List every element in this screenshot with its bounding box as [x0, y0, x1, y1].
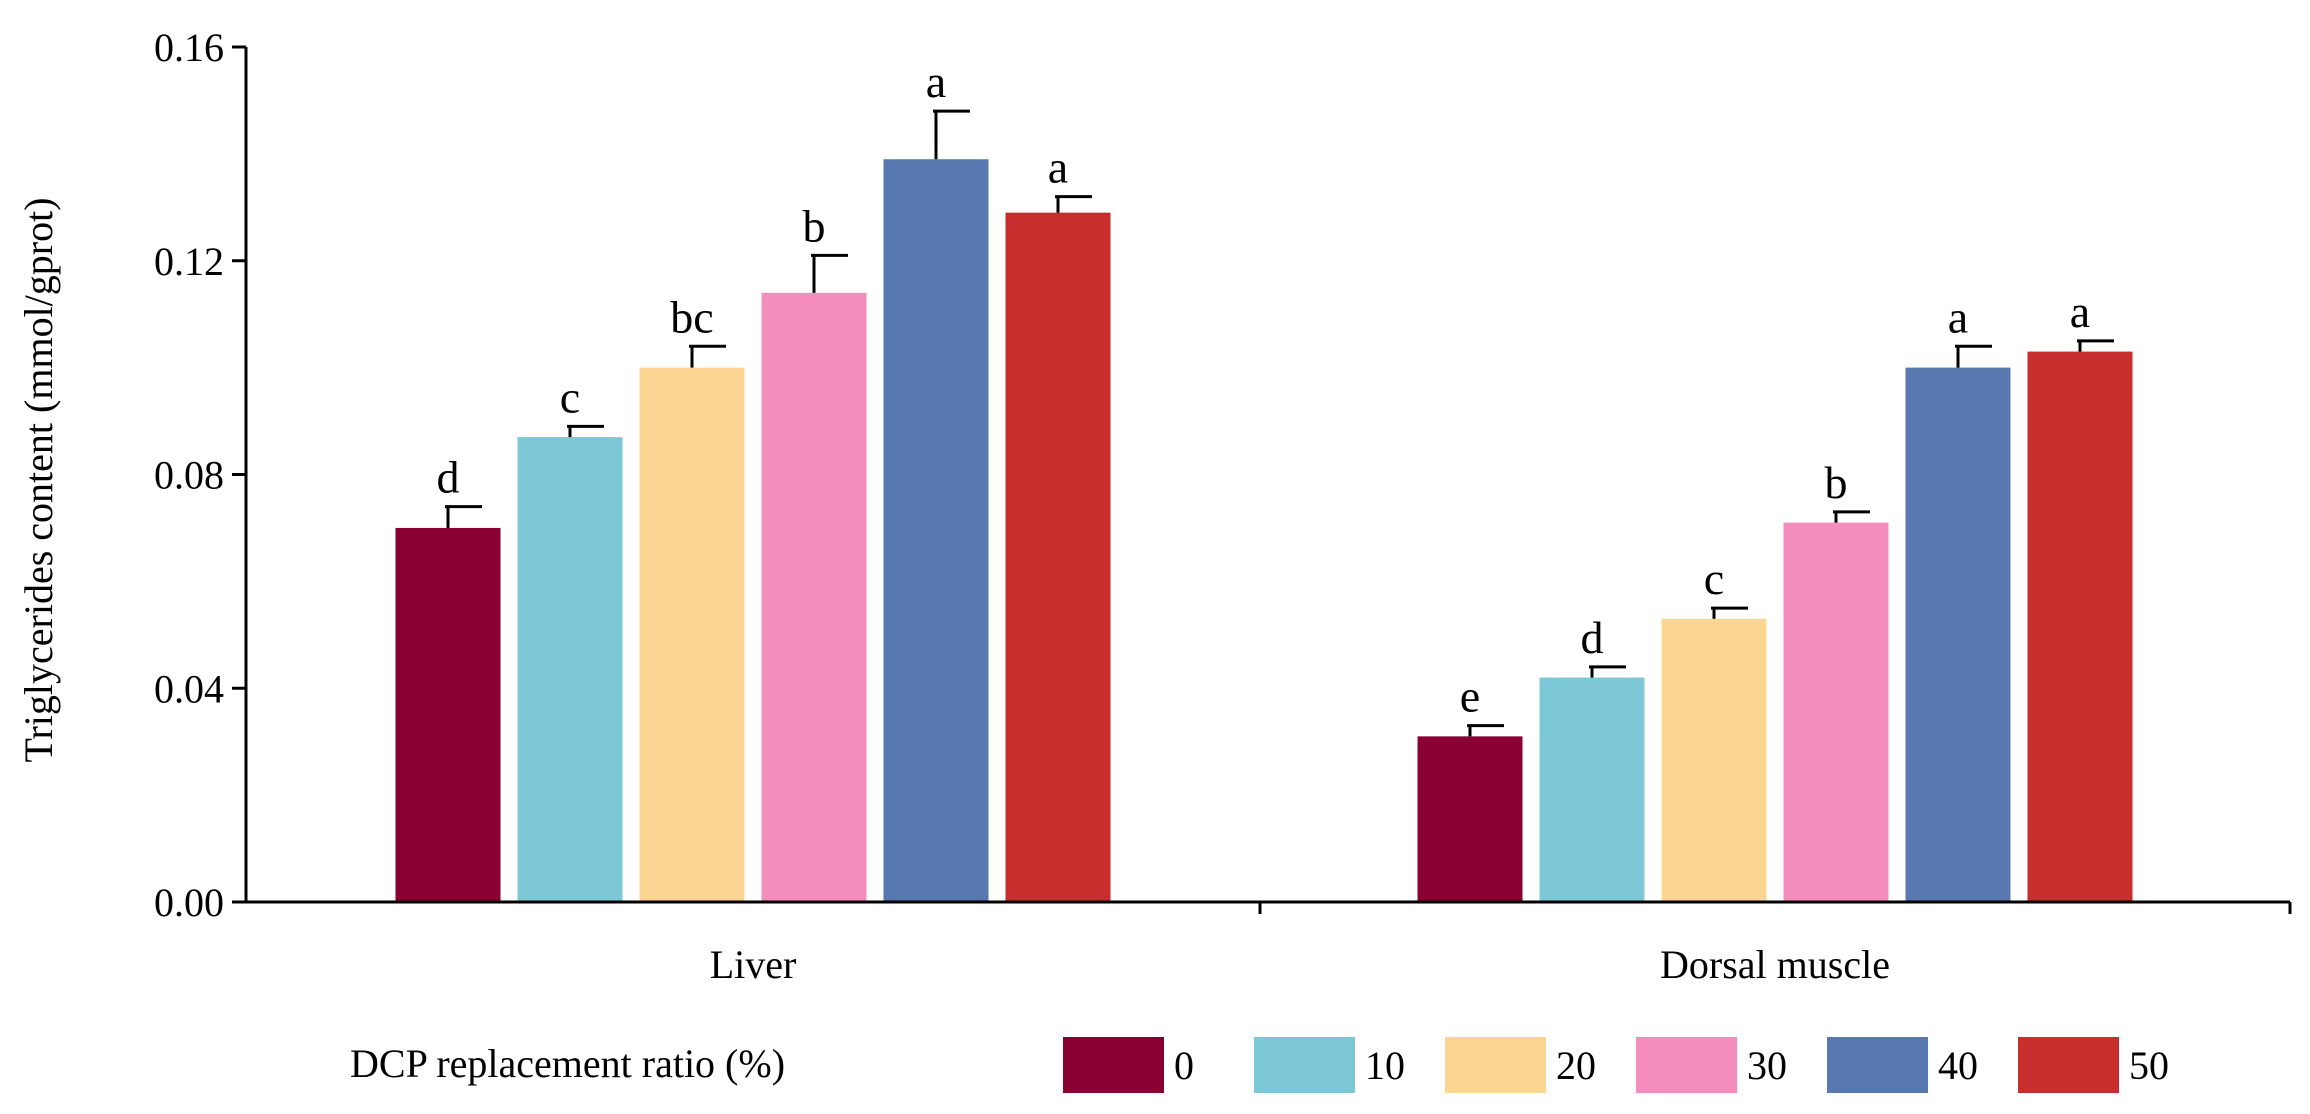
bar: [2027, 351, 2133, 902]
significance-label: e: [1460, 671, 1480, 722]
significance-label: b: [803, 200, 826, 251]
significance-label: bc: [670, 291, 713, 342]
legend-label: 40: [1938, 1043, 1978, 1088]
significance-label: c: [560, 371, 580, 422]
bar: [1417, 736, 1523, 902]
legend-swatch: [1827, 1037, 1928, 1093]
legend-swatch: [1254, 1037, 1355, 1093]
legend-swatch: [2018, 1037, 2119, 1093]
significance-label: d: [437, 452, 460, 503]
legend-swatch: [1636, 1037, 1737, 1093]
axes: 0.00 0.04 0.08 0.12 0.16 Liver Dorsal muscle: [154, 25, 2292, 987]
legend-swatch: [1445, 1037, 1546, 1093]
legend-swatch: [1063, 1037, 1164, 1093]
significance-label: d: [1581, 612, 1604, 663]
bar: [1783, 522, 1889, 902]
legend-label: 20: [1556, 1043, 1596, 1088]
y-tick-label: 0.12: [154, 239, 224, 284]
y-axis-title: Triglycerides content (mmol/gprot): [16, 197, 61, 762]
legend-label: 0: [1174, 1043, 1194, 1088]
y-tick-label: 0.16: [154, 25, 224, 70]
bar: [517, 437, 623, 902]
x-category-label: Dorsal muscle: [1660, 942, 1890, 987]
bar: [395, 527, 501, 902]
x-category-label: Liver: [710, 942, 797, 987]
y-tick-label: 0.08: [154, 453, 224, 498]
legend-title: DCP replacement ratio (%): [350, 1041, 785, 1086]
y-tick-label: 0.00: [154, 880, 224, 925]
y-tick-label: 0.04: [154, 666, 224, 711]
bar: [1661, 618, 1767, 902]
bar: [1905, 367, 2011, 902]
significance-label: a: [1948, 291, 1968, 342]
legend: 0 10 20 30 40 50: [1063, 1037, 2169, 1093]
significance-label: a: [926, 56, 946, 107]
bar: [639, 367, 745, 902]
bar: [761, 292, 867, 902]
legend-label: 10: [1365, 1043, 1405, 1088]
bars: d e c d bc c b b a a a a: [395, 56, 2133, 902]
significance-label: a: [1048, 142, 1068, 193]
significance-label: a: [2070, 286, 2090, 337]
bar: [1005, 212, 1111, 902]
significance-label: c: [1704, 553, 1724, 604]
legend-label: 50: [2129, 1043, 2169, 1088]
bar: [883, 159, 989, 902]
bar: [1539, 677, 1645, 902]
legend-label: 30: [1747, 1043, 1787, 1088]
significance-label: b: [1825, 457, 1848, 508]
